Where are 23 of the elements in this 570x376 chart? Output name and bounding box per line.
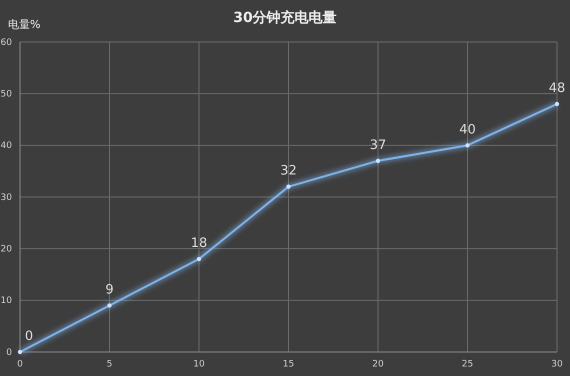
data-label: 32	[280, 164, 297, 179]
data-label: 37	[370, 138, 386, 153]
x-tick-label: 0	[17, 359, 24, 370]
data-label: 18	[190, 236, 208, 251]
x-tick-label: 15	[282, 359, 294, 370]
data-label: 40	[459, 122, 476, 138]
y-tick-label: 10	[0, 296, 12, 306]
x-tick-label: 10	[193, 359, 205, 370]
y-tick-label: 0	[6, 348, 12, 358]
data-label: 48	[548, 81, 566, 96]
data-label: 9	[105, 282, 114, 298]
y-tick-label: 30	[0, 192, 12, 203]
x-tick-label: 25	[462, 359, 474, 370]
data-label: 0	[24, 329, 34, 344]
chart-title: 30分钟充电电量	[233, 9, 337, 26]
y-tick-label: 20	[0, 244, 12, 255]
y-axis-title: 电量%	[8, 18, 40, 31]
y-tick-label: 50	[0, 90, 12, 100]
y-tick-label: 60	[0, 38, 12, 48]
y-tick-label: 40	[0, 141, 12, 152]
x-tick-label: 30	[551, 359, 563, 370]
x-tick-label: 20	[372, 359, 384, 370]
x-tick-label: 5	[106, 359, 112, 370]
